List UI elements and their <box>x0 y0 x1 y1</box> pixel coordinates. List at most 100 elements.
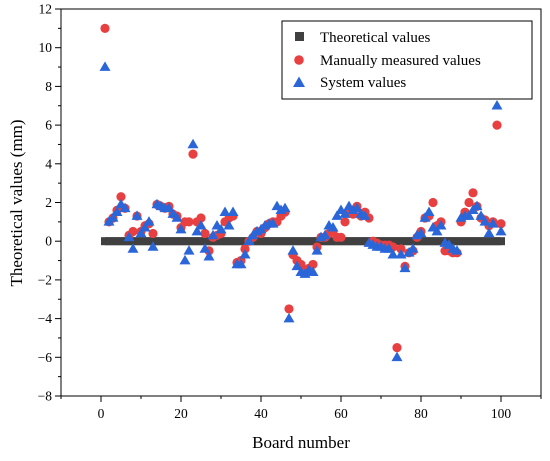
y-tick-label: −4 <box>38 311 53 326</box>
point-triangle <box>227 206 239 216</box>
point-triangle <box>179 254 191 265</box>
point-circle <box>100 23 110 33</box>
x-tick-labels: 0 20 40 60 80 100 <box>98 406 512 421</box>
point-triangle <box>475 210 487 220</box>
y-tick-label: 0 <box>45 234 52 249</box>
point-triangle <box>163 202 175 213</box>
point-triangle <box>207 229 219 240</box>
point-circle <box>492 120 502 130</box>
point-triangle <box>331 210 343 220</box>
point-triangle <box>127 243 139 253</box>
point-triangle <box>471 200 483 211</box>
point-circle <box>196 213 206 223</box>
point-triangle <box>131 210 143 220</box>
legend-box <box>281 20 533 100</box>
point-triangle <box>435 220 447 230</box>
y-tick-label: 4 <box>45 156 52 171</box>
point-triangle <box>415 227 427 238</box>
point-triangle <box>487 218 499 228</box>
point-triangle <box>287 245 299 255</box>
point-triangle <box>123 231 135 242</box>
point-triangle <box>423 206 435 216</box>
point-triangle <box>143 216 155 226</box>
point-triangle <box>223 220 235 230</box>
y-tick-label: −8 <box>38 389 53 404</box>
point-triangle <box>119 202 131 213</box>
point-triangle <box>191 225 203 236</box>
x-tick-label: 80 <box>414 406 428 421</box>
point-triangle <box>195 220 207 230</box>
point-triangle <box>203 250 215 261</box>
x-axis-title: Board number <box>252 433 350 452</box>
point-triangle <box>111 206 123 216</box>
point-circle <box>188 149 198 159</box>
point-square <box>497 237 505 246</box>
point-triangle <box>147 241 159 251</box>
data-series <box>99 23 507 362</box>
point-triangle <box>391 351 403 362</box>
point-circle <box>340 217 350 227</box>
point-triangle <box>351 202 363 213</box>
point-circle <box>496 219 506 229</box>
point-triangle <box>267 218 279 228</box>
point-triangle <box>239 249 251 259</box>
point-triangle <box>99 61 111 71</box>
x-tick-label: 40 <box>254 406 268 421</box>
point-triangle <box>219 206 231 216</box>
point-triangle <box>399 262 411 273</box>
point-triangle <box>135 227 147 238</box>
point-triangle <box>243 235 255 245</box>
y-tick-label: −2 <box>38 272 52 287</box>
y-tick-label: 6 <box>45 118 52 133</box>
y-tick-labels: −8 −6 −4 −2 0 2 4 6 8 10 12 <box>38 2 53 404</box>
y-tick-label: 10 <box>39 40 53 55</box>
point-triangle <box>387 249 399 259</box>
point-circle <box>148 228 158 239</box>
point-circle <box>336 232 346 242</box>
point-triangle <box>291 260 303 271</box>
point-circle <box>128 226 138 237</box>
point-circle <box>464 197 474 208</box>
point-triangle <box>107 212 119 222</box>
point-circle <box>200 228 210 239</box>
y-axis-title: Theoretical values (mm) <box>7 119 26 286</box>
point-triangle <box>495 225 507 236</box>
point-triangle <box>383 243 395 253</box>
legend-marker-system <box>293 76 305 87</box>
point-circle <box>240 244 250 254</box>
y-tick-label: 2 <box>45 195 52 210</box>
point-triangle <box>187 138 199 149</box>
x-tick-label: 0 <box>98 406 105 421</box>
point-circle <box>392 343 402 353</box>
legend-marker-theoretical <box>295 32 304 41</box>
point-circle <box>468 188 478 198</box>
point-triangle <box>183 245 195 255</box>
point-triangle <box>431 225 443 236</box>
point-triangle <box>483 227 495 238</box>
x-tick-label: 100 <box>491 406 512 421</box>
axis-ticks <box>55 8 542 402</box>
y-tick-label: −6 <box>38 350 53 365</box>
legend: Theoretical values Manually measured val… <box>281 20 533 100</box>
point-triangle <box>319 229 331 240</box>
point-circle <box>284 304 294 314</box>
x-tick-label: 20 <box>174 406 188 421</box>
point-triangle <box>235 258 247 269</box>
x-tick-label: 60 <box>334 406 348 421</box>
series-square <box>101 237 505 246</box>
legend-marker-manual <box>294 55 304 65</box>
legend-label-theoretical: Theoretical values <box>320 30 431 46</box>
point-triangle <box>199 243 211 253</box>
point-triangle <box>419 212 431 222</box>
point-triangle <box>407 243 419 253</box>
point-circle <box>428 197 438 208</box>
point-triangle <box>327 221 339 232</box>
y-tick-label: 12 <box>39 2 53 17</box>
point-triangle <box>139 221 151 232</box>
point-circle <box>184 217 194 227</box>
point-triangle <box>215 223 227 234</box>
point-triangle <box>283 312 295 323</box>
point-triangle <box>175 223 187 234</box>
point-triangle <box>339 208 351 218</box>
